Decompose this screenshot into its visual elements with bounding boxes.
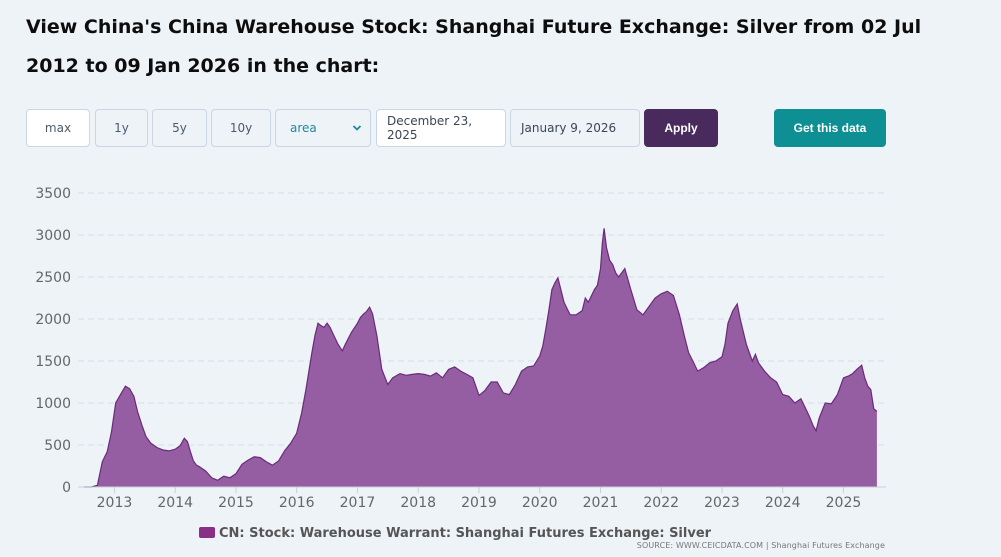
page-title: View China's China Warehouse Stock: Shan…: [26, 16, 922, 77]
y-axis-ticks: 0 500 1000 1500 2000 2500 3000 3500: [35, 186, 71, 496]
chart-type-value: area: [290, 121, 317, 135]
x-tick-label: 2018: [400, 495, 436, 511]
legend-label: CN: Stock: Warehouse Warrant: Shanghai F…: [219, 526, 712, 541]
y-tick-label: 500: [44, 438, 71, 454]
y-tick-label: 1500: [35, 354, 71, 370]
range-max-button[interactable]: max: [26, 109, 90, 147]
y-tick-label: 0: [62, 480, 71, 496]
x-tick-label: 2017: [340, 495, 376, 511]
x-tick-label: 2016: [279, 495, 315, 511]
legend[interactable]: CN: Stock: Warehouse Warrant: Shanghai F…: [199, 526, 712, 541]
y-tick-label: 1000: [35, 396, 71, 412]
x-tick-label: 2025: [826, 495, 862, 511]
y-tick-label: 2000: [35, 312, 71, 328]
chart-controls: max 1y 5y 10y area December 23, 2025 Jan…: [0, 109, 1001, 147]
x-tick-label: 2021: [583, 495, 619, 511]
series-area: [84, 228, 877, 488]
x-tick-label: 2022: [643, 495, 679, 511]
legend-swatch: [199, 527, 215, 538]
source-credit: SOURCE: WWW.CEICDATA.COM | Shanghai Futu…: [636, 541, 885, 550]
x-tick-label: 2014: [157, 495, 193, 511]
y-tick-label: 2500: [35, 270, 71, 286]
x-tick-label: 2023: [704, 495, 740, 511]
end-date-input[interactable]: January 9, 2026: [510, 109, 640, 147]
chart-type-select[interactable]: area: [275, 109, 371, 147]
get-data-button[interactable]: Get this data: [774, 109, 886, 147]
range-1y-button[interactable]: 1y: [95, 109, 148, 147]
range-10y-button[interactable]: 10y: [211, 109, 271, 147]
x-tick-label: 2019: [461, 495, 497, 511]
series-line: [84, 228, 878, 488]
x-tick-label: 2015: [218, 495, 254, 511]
apply-button[interactable]: Apply: [644, 109, 718, 147]
range-5y-button[interactable]: 5y: [152, 109, 207, 147]
start-date-input[interactable]: December 23, 2025: [376, 109, 506, 147]
gridlines: [78, 192, 886, 446]
y-tick-label: 3500: [35, 186, 71, 202]
chevron-down-icon: [352, 125, 362, 131]
y-tick-label: 3000: [35, 228, 71, 244]
x-tick-label: 2024: [765, 495, 801, 511]
x-tick-label: 2013: [97, 495, 133, 511]
x-axis-ticks: 2013 2014 2015 2016 2017 2018 2019 2020 2021 2022…: [97, 487, 862, 511]
x-tick-label: 2020: [522, 495, 558, 511]
